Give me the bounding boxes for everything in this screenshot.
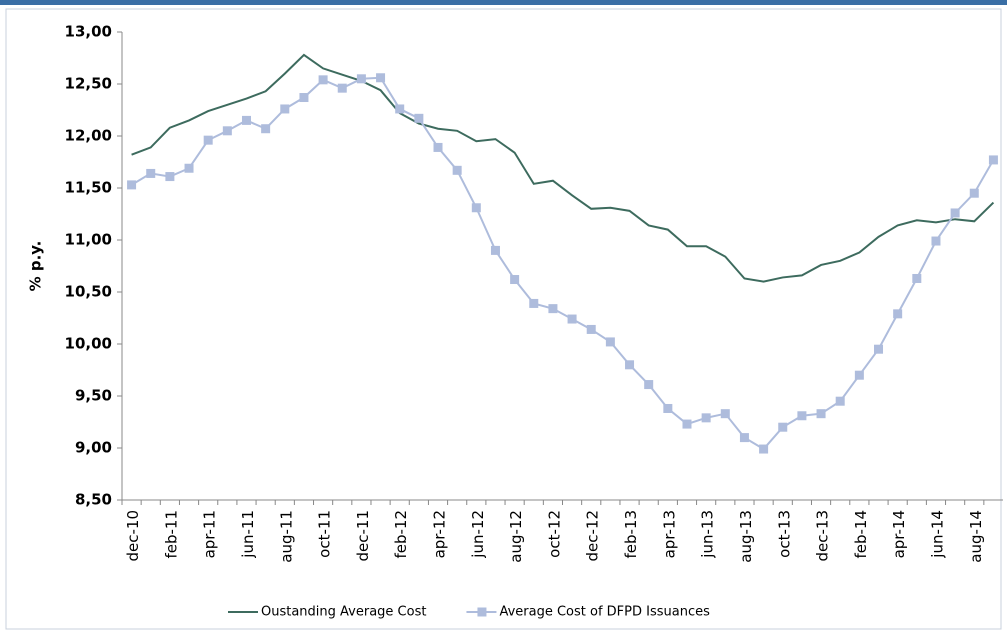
- y-axis-label: % p.y.: [27, 241, 45, 292]
- series-marker: [605, 337, 615, 347]
- series-marker: [854, 370, 864, 380]
- series-marker: [471, 203, 481, 213]
- series-marker: [701, 413, 711, 423]
- x-tick-label: apr-12: [431, 510, 449, 558]
- series-marker: [912, 273, 922, 283]
- series-marker: [337, 83, 347, 93]
- series-marker: [280, 104, 290, 114]
- x-tick-label: feb-14: [852, 510, 870, 559]
- y-tick-label: 13,00: [65, 23, 112, 41]
- series-marker: [146, 168, 156, 178]
- series-marker: [241, 115, 251, 125]
- x-tick-label: aug-12: [507, 510, 525, 563]
- series-marker: [433, 142, 443, 152]
- legend-label: Average Cost of DFPD Issuances: [499, 605, 710, 620]
- series-marker: [739, 433, 749, 443]
- series-marker: [988, 155, 998, 165]
- series-marker: [625, 360, 635, 370]
- series-marker: [759, 444, 769, 454]
- x-tick-label: dec-12: [584, 510, 602, 562]
- x-tick-label: dec-10: [124, 510, 142, 562]
- series-marker: [548, 304, 558, 314]
- series-marker: [452, 165, 462, 175]
- series-marker: [222, 126, 232, 136]
- series-marker: [203, 135, 213, 145]
- series-marker: [510, 275, 520, 285]
- series-marker: [835, 396, 845, 406]
- series-marker: [529, 298, 539, 308]
- series-marker: [816, 409, 826, 419]
- series-marker: [318, 75, 328, 85]
- x-tick-label: aug-13: [737, 510, 755, 563]
- series-marker: [567, 314, 577, 324]
- y-tick-label: 10,00: [65, 335, 112, 353]
- series-marker: [778, 422, 788, 432]
- y-tick-label: 9,50: [75, 387, 112, 405]
- y-tick-label: 8,50: [75, 491, 112, 509]
- y-tick-label: 11,50: [65, 179, 112, 197]
- y-tick-label: 12,00: [65, 127, 112, 145]
- series-marker: [490, 245, 500, 255]
- legend-marker: [477, 607, 487, 617]
- x-tick-label: jun-11: [239, 510, 257, 559]
- y-tick-label: 9,00: [75, 439, 112, 457]
- series-line: [131, 53, 995, 283]
- series-marker: [644, 380, 654, 390]
- x-tick-label: apr-14: [890, 510, 908, 558]
- y-tick-label: 10,50: [65, 283, 112, 301]
- series-marker: [261, 124, 271, 134]
- y-tick-label: 12,50: [65, 75, 112, 93]
- series-marker: [184, 163, 194, 173]
- series-marker: [797, 411, 807, 421]
- x-tick-label: feb-11: [162, 510, 180, 559]
- series-marker: [165, 172, 175, 182]
- series-marker: [586, 324, 596, 334]
- series-line: [131, 76, 995, 451]
- series-marker: [127, 180, 137, 190]
- x-tick-label: aug-14: [967, 510, 985, 563]
- series-marker: [376, 73, 386, 83]
- x-tick-label: oct-13: [775, 510, 793, 558]
- series-marker: [682, 419, 692, 429]
- series-marker: [395, 104, 405, 114]
- series-marker: [663, 403, 673, 413]
- x-tick-label: jun-12: [469, 510, 487, 559]
- x-tick-label: oct-12: [545, 510, 563, 558]
- series-marker: [414, 113, 424, 123]
- series-marker: [893, 309, 903, 319]
- series-marker: [356, 74, 366, 84]
- series-marker: [874, 344, 884, 354]
- x-tick-label: dec-11: [354, 510, 372, 562]
- y-tick-label: 11,00: [65, 231, 112, 249]
- x-tick-label: aug-11: [277, 510, 295, 563]
- x-tick-label: jun-13: [699, 510, 717, 559]
- series-marker: [931, 236, 941, 246]
- x-tick-label: apr-11: [201, 510, 219, 558]
- series-marker: [720, 409, 730, 419]
- x-tick-label: feb-12: [392, 510, 410, 559]
- x-tick-label: jun-14: [928, 510, 946, 559]
- legend-label: Oustanding Average Cost: [261, 605, 426, 620]
- x-tick-label: dec-13: [814, 510, 832, 562]
- series-marker: [969, 188, 979, 198]
- x-tick-label: feb-13: [622, 510, 640, 559]
- series-marker: [299, 93, 309, 103]
- series-marker: [950, 208, 960, 218]
- x-tick-label: oct-11: [316, 510, 334, 558]
- top-border: [0, 0, 1007, 5]
- x-tick-label: apr-13: [660, 510, 678, 558]
- chart-frame: [5, 8, 1002, 630]
